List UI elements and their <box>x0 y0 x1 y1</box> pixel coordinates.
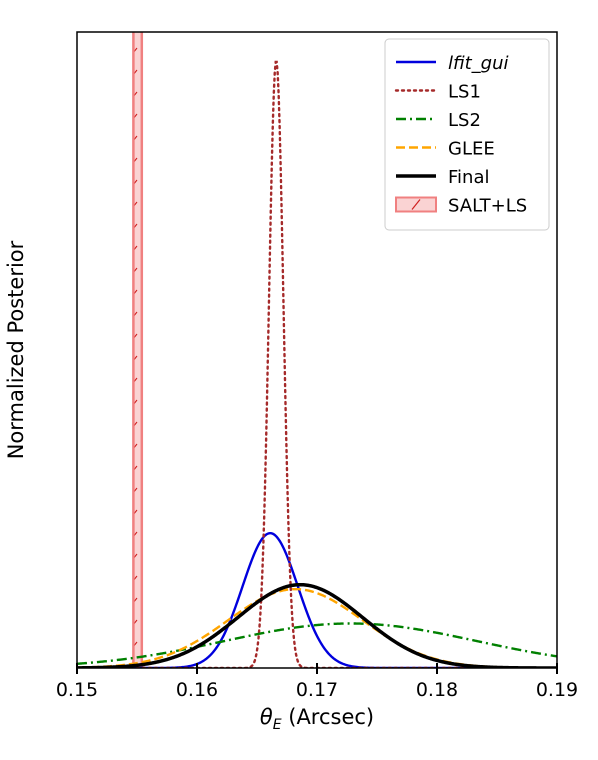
x-axis-label: θE (Arcsec) <box>260 705 374 733</box>
legend-label-ls1: LS1 <box>448 82 481 103</box>
legend-item-glee: GLEE <box>396 139 495 160</box>
legend-label-glee: GLEE <box>448 139 495 160</box>
x-tick-label: 0.15 <box>56 679 98 701</box>
x-tick-label: 0.17 <box>296 679 338 701</box>
legend-label-lfit-gui: lfit_gui <box>448 53 509 74</box>
legend-box <box>384 38 550 231</box>
legend-hatch-mark <box>411 199 421 210</box>
x-tick-label: 0.19 <box>536 679 578 701</box>
series-line-lfit-gui <box>77 531 557 668</box>
salt-ls-band <box>132 32 144 668</box>
legend-item-ls1: LS1 <box>394 82 481 103</box>
legend: lfit_gui LS1 LS2 GLEE Final SALT+LS <box>384 38 550 231</box>
x-axis-ticks: 0.15 0.16 0.17 0.18 0.19 <box>56 663 578 701</box>
y-axis-label: Normalized Posterior <box>4 240 28 459</box>
series-line-glee <box>77 587 557 668</box>
legend-item-salt-ls: SALT+LS <box>395 196 527 217</box>
legend-item-ls2: LS2 <box>396 110 481 131</box>
x-tick-label: 0.18 <box>416 679 458 701</box>
salt-ls-band-edge <box>132 32 144 668</box>
legend-item-final: Final <box>396 167 489 188</box>
salt-ls-band-hatch <box>133 32 142 668</box>
plot-area: 0.15 0.16 0.17 0.18 0.19 <box>56 31 578 701</box>
x-tick-label: 0.16 <box>176 679 218 701</box>
series-line-ls2 <box>77 622 557 665</box>
legend-label-final: Final <box>448 167 489 188</box>
legend-label-ls2: LS2 <box>448 110 481 131</box>
legend-item-lfit-gui: lfit_gui <box>396 53 509 74</box>
series-line-final <box>77 582 557 668</box>
legend-label-salt-ls: SALT+LS <box>448 196 527 217</box>
